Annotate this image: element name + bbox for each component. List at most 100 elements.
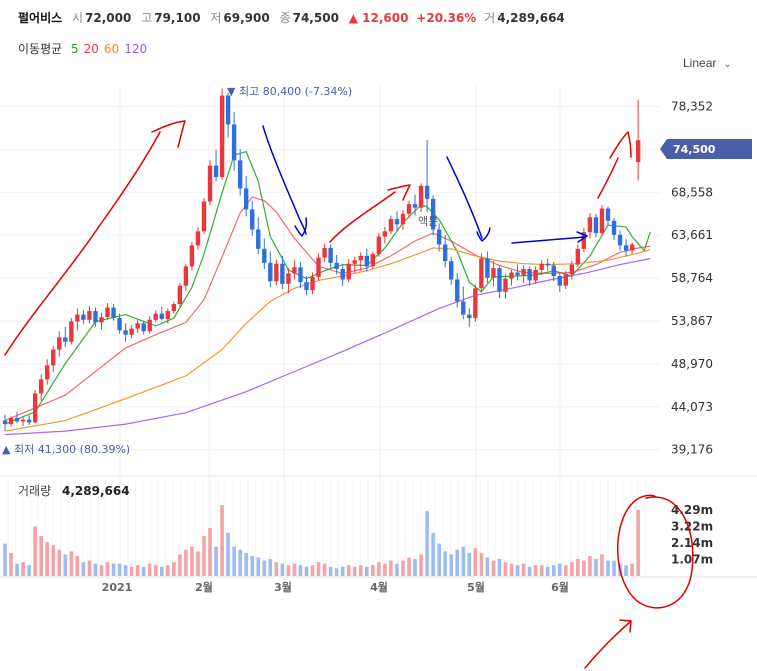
volume-bar: [232, 546, 236, 576]
moving-average-label: 이동평균: [18, 42, 63, 56]
volume-bar: [600, 554, 604, 576]
price-tick-label: 48,970: [671, 357, 713, 371]
price-tick-label: 63,661: [671, 228, 713, 242]
volume-bar: [310, 565, 315, 576]
candle-body: [135, 323, 140, 329]
candle-body: [117, 318, 122, 331]
candle-body: [183, 266, 189, 286]
candlesticks: [2, 88, 641, 432]
volume-bar: [461, 546, 466, 576]
volume-bar: [455, 549, 460, 576]
red-arrow-head-3: [609, 131, 632, 159]
volume-bar: [202, 535, 206, 576]
candle-body: [310, 276, 315, 291]
volume-bar: [286, 565, 291, 576]
volume-bar: [467, 552, 472, 576]
red-breakout-arrow: [597, 157, 619, 199]
volume-bar: [159, 566, 164, 576]
candle-body: [497, 268, 502, 292]
candle-body: [201, 201, 207, 232]
volume-bar: [214, 546, 218, 576]
ma-60-legend[interactable]: 60: [103, 42, 120, 56]
stock-name: 펄어비스: [18, 11, 63, 25]
volume-bar: [129, 566, 134, 576]
candle-body: [219, 95, 225, 177]
candle-body: [503, 278, 508, 292]
volume-bar: [570, 562, 574, 576]
volume-bar: [135, 565, 140, 576]
volume-bar: [594, 559, 598, 576]
volume-bar: [334, 568, 339, 576]
candle-body: [563, 274, 568, 286]
volume-bars: [3, 505, 640, 576]
ma-120-legend[interactable]: 120: [124, 42, 148, 56]
candle-body: [593, 217, 599, 234]
price-axis: 78,35273,45568,55863,66158,76453,86748,9…: [671, 99, 713, 456]
candle-body: [539, 263, 544, 270]
volume-bar: [99, 565, 104, 576]
date-tick-label: 2월: [195, 580, 213, 594]
candle-body: [358, 255, 363, 261]
volume-bar: [358, 565, 363, 576]
volume-bar: [509, 563, 514, 576]
volume-bar: [220, 505, 224, 576]
candle-body: [129, 328, 134, 335]
ma-5-line: [4, 150, 651, 425]
volume-bar: [238, 549, 242, 576]
candle-body: [141, 323, 146, 332]
volume-bar: [630, 563, 634, 576]
volume-bar: [606, 560, 610, 576]
ma-5-legend[interactable]: 5: [71, 42, 79, 56]
volume-bar: [588, 555, 592, 576]
candle-body: [32, 393, 38, 423]
open-value: 72,000: [85, 11, 132, 25]
candle-body: [611, 220, 617, 235]
candle-body: [491, 268, 496, 278]
candle-body: [274, 263, 279, 282]
candle-body: [298, 267, 303, 283]
volume-bar: [244, 552, 248, 576]
volume-bar: [401, 560, 405, 576]
candle-body: [51, 349, 56, 366]
candle-body: [304, 282, 309, 291]
candle-body: [81, 314, 86, 320]
candle-body: [370, 254, 376, 267]
scale-selector[interactable]: Linear ⌄: [683, 56, 732, 70]
candle-body: [533, 269, 538, 281]
volume-bar: [280, 563, 285, 576]
volume-tick-label: 4.29m: [671, 503, 713, 517]
volume-bar: [371, 565, 375, 576]
candle-body: [617, 234, 623, 246]
candle-body: [147, 319, 152, 332]
volume-bar: [51, 545, 56, 576]
ma-20-legend[interactable]: 20: [83, 42, 99, 56]
volume-bar: [389, 560, 393, 576]
volume-bar: [153, 565, 158, 576]
candle-body: [629, 244, 635, 251]
split-annotation: 액분: [418, 215, 438, 228]
volume-bar: [365, 566, 369, 576]
candle-body: [557, 276, 562, 286]
candle-body: [412, 204, 418, 208]
volume-bar: [485, 557, 490, 576]
candle-body: [292, 267, 297, 274]
volume-bar: [497, 559, 502, 576]
volume-bar: [39, 535, 43, 576]
date-tick-label: 4월: [370, 580, 388, 594]
stock-header: 펄어비스 시 72,000 고 79,100 저 69,900 종 74,500 ▲ 1…: [18, 9, 571, 26]
blue-decline-arrow: [446, 156, 483, 239]
candle-body: [521, 268, 526, 276]
price-tick-label: 44,073: [671, 400, 713, 414]
candle-body: [424, 185, 430, 199]
volume-bar: [352, 566, 357, 576]
volume-bar: [612, 560, 616, 576]
candle-body: [515, 272, 520, 276]
volume-bar: [57, 549, 62, 576]
volume-bar: [21, 562, 25, 576]
candle-body: [455, 279, 460, 302]
volume-bar: [527, 566, 532, 576]
price-tick-label: 68,558: [671, 185, 713, 199]
volume-bar: [63, 554, 68, 576]
candle-body: [587, 217, 593, 233]
